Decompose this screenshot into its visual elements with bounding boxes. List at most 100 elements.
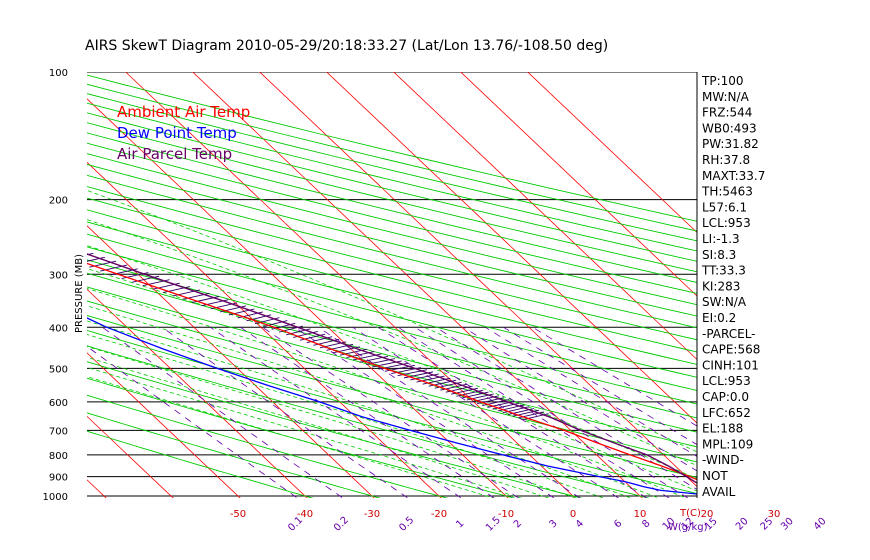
cape-hatch-line [5, 232, 32, 238]
temp-tick-label-bottom: 30 [768, 509, 781, 520]
pressure-tick-label: 700 [49, 426, 68, 437]
x-axis-label-temp: T(C) [679, 508, 701, 519]
index-item: FRZ:544 [702, 106, 752, 120]
index-item: NOT [702, 469, 728, 483]
background-grid [0, 31, 697, 505]
index-item: CINH:101 [702, 358, 759, 372]
dry-adiabat-line [87, 93, 697, 242]
isotherm-line [87, 415, 174, 498]
moist-adiabat-line [87, 320, 633, 498]
index-item: EL:188 [702, 422, 743, 436]
index-item: TH:5463 [701, 185, 753, 199]
pressure-tick-label: 300 [49, 270, 68, 281]
temp-tick-label-bottom: -40 [297, 509, 313, 520]
moist-adiabat-line [87, 288, 688, 498]
moist-adiabat-line [87, 334, 605, 498]
dry-adiabat-line [87, 233, 697, 391]
dry-adiabat-line [87, 132, 697, 283]
index-item: PW:31.82 [702, 137, 759, 151]
mixing-ratio-line [532, 326, 697, 427]
legend-dew-point: Dew Point Temp [117, 124, 237, 142]
isotherm-line [87, 225, 375, 498]
cape-hatch-line [18, 236, 45, 242]
index-item: AVAIL [702, 485, 736, 499]
mixing-ratio-label: 20 [734, 516, 751, 533]
index-item: MW:N/A [702, 90, 750, 104]
mixing-ratio-label: 0.5 [397, 515, 416, 534]
isotherm-line [87, 161, 442, 498]
index-item: TT:33.3 [701, 264, 746, 278]
pressure-tick-label: 500 [49, 364, 68, 375]
index-item: LI:-1.3 [702, 232, 740, 246]
pressure-tick-label: 800 [49, 451, 68, 462]
legend-ambient-temp: Ambient Air Temp [117, 103, 250, 121]
dry-adiabat-line [87, 142, 697, 294]
mixing-ratio-line [463, 326, 697, 472]
chart-title: AIRS SkewT Diagram 2010-05-29/20:18:33.2… [85, 38, 608, 54]
dry-adiabat-line [87, 345, 650, 498]
dry-adiabat-line [87, 361, 583, 498]
index-item: LCL:953 [702, 374, 751, 388]
dry-adiabat-line [87, 315, 697, 478]
dry-adiabat-line [87, 122, 697, 273]
isotherm-line [326, 72, 697, 424]
index-item: -PARCEL- [702, 327, 756, 341]
index-item: KI:283 [702, 279, 740, 293]
index-item: CAP:0.0 [702, 390, 749, 404]
dry-adiabat-line [87, 209, 697, 365]
cape-hatch-line [228, 308, 255, 316]
profiles [87, 253, 697, 495]
index-item: L57:6.1 [702, 200, 747, 214]
temp-tick-label-bottom: 10 [634, 509, 647, 520]
isotherm-line [393, 72, 697, 361]
cape-hatch-line [271, 322, 296, 330]
moist-adiabat-line [87, 219, 697, 467]
mixing-ratio-line [262, 326, 520, 498]
isotherm-line [527, 72, 697, 234]
index-item: RH:37.8 [702, 153, 750, 167]
isotherm-line [87, 352, 241, 498]
dry-adiabat-line [87, 102, 697, 252]
mixing-ratio-label: 30 [779, 516, 796, 533]
temp-tick-label-bottom: -10 [498, 509, 514, 520]
mixing-ratio-line [87, 345, 298, 498]
dry-adiabat-line [87, 221, 697, 378]
dry-adiabat-line [87, 153, 697, 306]
cape-hatch-line [246, 314, 272, 322]
index-item: LFC:652 [702, 406, 751, 420]
legend: Ambient Air Temp Dew Point Temp Air Parc… [117, 103, 250, 163]
dry-adiabat-line [87, 197, 697, 353]
dry-adiabat-line [87, 163, 697, 317]
y-axis-label: PRESSURE (MB) [74, 254, 85, 333]
cape-hatch-line [0, 222, 5, 228]
temp-tick-label-bottom: -20 [431, 509, 447, 520]
cape-hatch-line [31, 241, 58, 247]
pressure-tick-label: 600 [49, 398, 68, 409]
mixing-ratio-label: 40 [812, 516, 829, 533]
moist-adiabat-line [87, 245, 697, 480]
index-item: SW:N/A [702, 295, 747, 309]
mixing-ratio-label: 1 [454, 518, 466, 530]
index-item: EI:0.2 [702, 311, 736, 325]
dry-adiabat-line [87, 300, 697, 463]
isotherm-line [125, 72, 576, 498]
moist-adiabat-line [87, 366, 522, 498]
parcel-profile [87, 253, 697, 484]
index-item: CAPE:568 [702, 343, 760, 357]
temp-tick-label-bottom: 0 [570, 509, 576, 520]
index-item: MAXT:33.7 [702, 169, 765, 183]
isotherm-line [0, 31, 46, 505]
temp-tick-label-bottom: -50 [230, 509, 246, 520]
mixing-ratio-line [485, 326, 697, 457]
mixing-ratio-label: 4 [574, 518, 586, 530]
dry-adiabat-line [87, 174, 697, 329]
dry-adiabat-line [87, 394, 449, 498]
dry-adiabat-line [87, 329, 697, 494]
index-item: WB0:493 [702, 121, 757, 135]
dry-adiabat-line [87, 286, 697, 448]
pressure-tick-label: 100 [49, 68, 68, 79]
mixing-ratio-line [435, 326, 697, 490]
mixing-ratio-label: 3 [547, 518, 559, 530]
